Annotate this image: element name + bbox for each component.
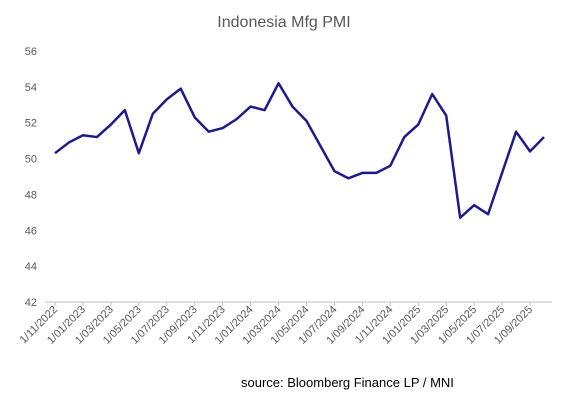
chart-series bbox=[54, 82, 545, 219]
y-tick-label: 56 bbox=[25, 46, 37, 58]
y-tick-label: 48 bbox=[25, 189, 37, 201]
y-axis-ticks: 42 44 46 48 50 52 54 56 bbox=[25, 46, 37, 309]
y-tick-label: 52 bbox=[25, 118, 37, 130]
pmi-series-line bbox=[54, 82, 545, 219]
chart-title: Indonesia Mfg PMI bbox=[217, 14, 351, 31]
y-tick-label: 50 bbox=[25, 154, 37, 166]
source-note: source: Bloomberg Finance LP / MNI bbox=[241, 375, 454, 390]
x-axis-ticks: 1/11/20221/01/20231/03/20231/05/20231/07… bbox=[18, 302, 535, 347]
y-tick-label: 46 bbox=[25, 225, 37, 237]
y-tick-label: 44 bbox=[25, 261, 37, 273]
y-tick-label: 42 bbox=[25, 297, 37, 309]
y-tick-label: 54 bbox=[25, 82, 37, 94]
